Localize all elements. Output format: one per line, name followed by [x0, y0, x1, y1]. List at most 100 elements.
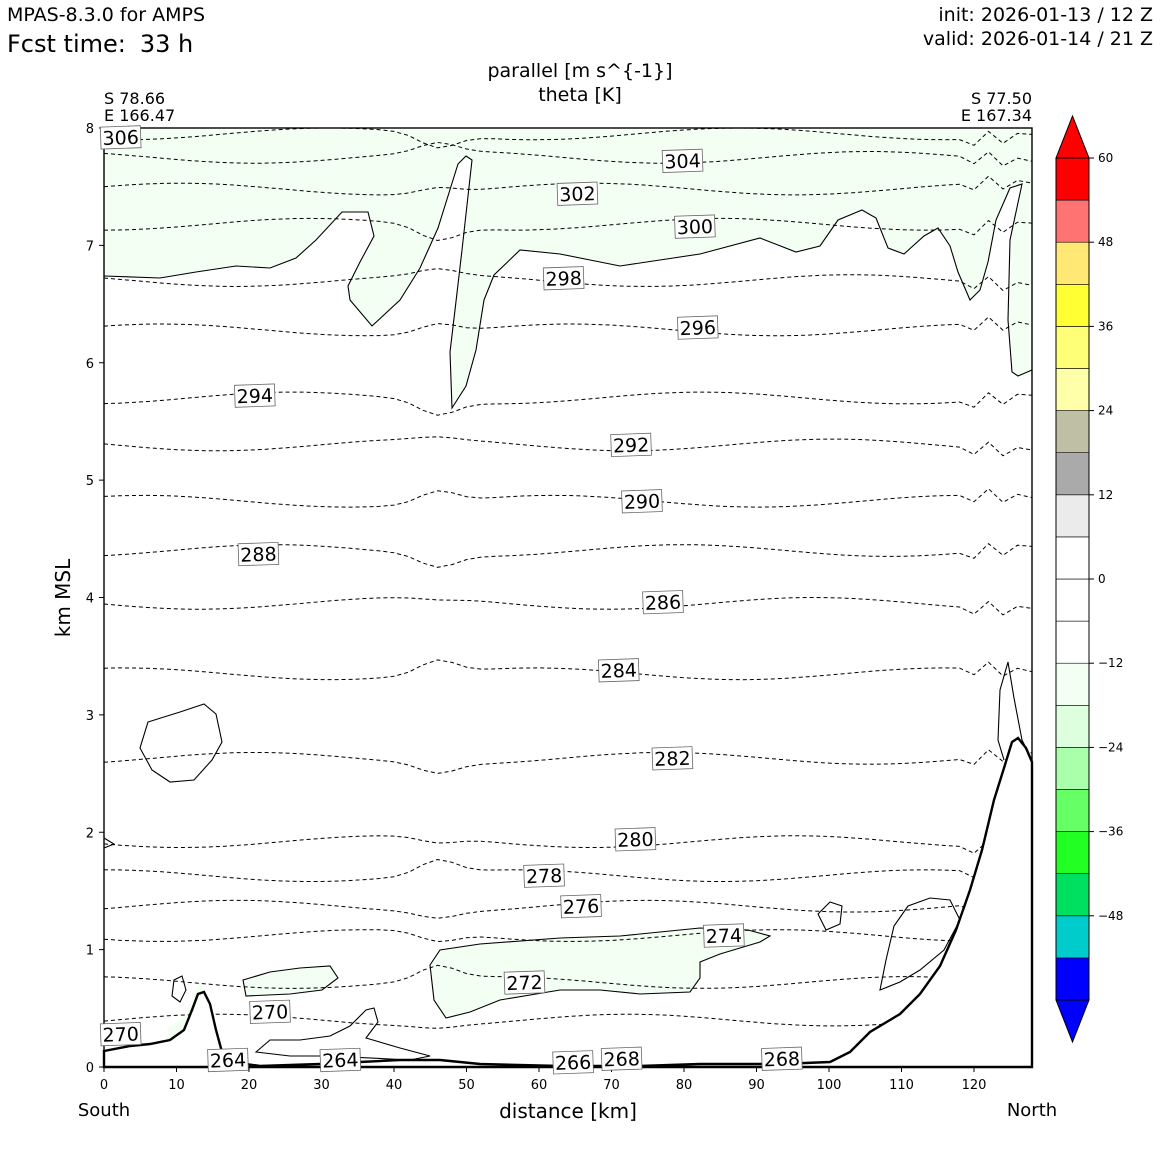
left-endpoint-lat: S 78.66	[104, 89, 166, 108]
theta-label-box	[542, 266, 585, 291]
theta-label-box	[703, 923, 745, 948]
y-tick-label: 5	[86, 474, 94, 489]
colorbar: 60 48 36 24 12 0 −12 −24 −36 −48	[1055, 114, 1123, 1044]
terrain-profile	[102, 736, 1034, 1069]
theta-label-box	[234, 383, 276, 408]
colorbar-segment	[1055, 326, 1090, 369]
y-tick-label: 6	[86, 357, 94, 372]
colorbar-tick-label: −24	[1098, 740, 1123, 754]
colorbar-tick-label: −48	[1098, 909, 1123, 923]
theta-label-text: 270	[252, 1001, 289, 1024]
wind-contour	[103, 837, 116, 849]
theta-label-text: 272	[506, 972, 543, 995]
theta-label-text: 298	[545, 268, 582, 291]
x-axis-label: distance [km]	[499, 1099, 637, 1123]
theta-isentrope	[103, 436, 1033, 457]
wind-contour	[103, 155, 1033, 410]
theta-label: 268	[600, 1046, 643, 1071]
theta-label: 296	[676, 315, 719, 340]
theta-label-text: 288	[240, 543, 277, 566]
wind-contour	[429, 927, 772, 1019]
theta-label: 266	[552, 1050, 594, 1075]
theta-label: 298	[542, 266, 585, 291]
theta-label-box	[661, 148, 704, 173]
theta-label-text: 264	[322, 1049, 359, 1072]
theta-label-text: 304	[664, 150, 701, 173]
theta-label: 288	[237, 541, 280, 567]
colorbar-tick-label: −36	[1098, 825, 1123, 839]
theta-label-box	[99, 125, 142, 150]
theta-label-text: 274	[705, 925, 742, 948]
theta-label: 292	[610, 432, 652, 458]
theta-label: 280	[614, 827, 657, 852]
theta-label-text: 276	[563, 896, 600, 919]
y-tick-label: 4	[86, 592, 94, 607]
theta-label-box	[560, 894, 602, 919]
x-tick-label: 110	[889, 1078, 914, 1093]
theta-label-text: 292	[613, 434, 650, 457]
colorbar-tick-label: −12	[1098, 656, 1123, 670]
theta-label-box	[600, 1046, 643, 1071]
x-tick-label: 120	[962, 1078, 987, 1093]
theta-isentrope	[103, 964, 1033, 989]
colorbar-segment	[1055, 831, 1090, 874]
theta-label: 272	[503, 970, 546, 995]
theta-label-text: 266	[555, 1052, 592, 1075]
x-tick-label: 40	[386, 1078, 403, 1093]
theta-label-text: 286	[645, 592, 682, 615]
theta-isentrope	[103, 749, 1033, 774]
x-tick-label: 20	[241, 1078, 258, 1093]
wind-contour	[879, 897, 961, 991]
x-tick-label: 80	[676, 1078, 693, 1093]
colorbar-segment	[1055, 747, 1090, 790]
colorbar-tick-label: 12	[1098, 488, 1113, 502]
theta-label-box	[610, 432, 652, 458]
theta-label-box	[99, 1022, 142, 1047]
theta-isentrope	[103, 141, 1033, 167]
theta-label-box	[503, 970, 546, 995]
colorbar-segment	[1055, 578, 1090, 622]
colorbar-segment	[1055, 957, 1090, 1001]
y-axis: 0 1 2 3 4 5 6 7 8	[86, 122, 104, 1076]
theta-label-text: 270	[102, 1024, 139, 1047]
theta-label: 284	[597, 658, 640, 683]
theta-label-text: 268	[763, 1048, 800, 1071]
theta-label: 268	[761, 1046, 803, 1071]
colorbar-tick-label: 0	[1098, 572, 1106, 586]
colorbar-segment	[1055, 789, 1090, 832]
theta-label-text: 294	[236, 385, 273, 408]
theta-label-box	[556, 181, 599, 206]
x-tick-label: 0	[100, 1078, 108, 1093]
colorbar-segment	[1055, 368, 1090, 411]
colorbar-tick-label: 24	[1098, 404, 1113, 418]
theta-label: 264	[319, 1047, 362, 1073]
x-tick-label: 10	[168, 1078, 185, 1093]
theta-label-box	[249, 999, 291, 1024]
colorbar-extend-top	[1055, 114, 1090, 159]
colorbar-segment	[1055, 704, 1090, 748]
right-endpoint-lon: E 167.34	[960, 106, 1032, 125]
colorbar-extend-bottom	[1055, 999, 1090, 1044]
theta-label: 264	[207, 1047, 249, 1073]
right-endpoint-name: North	[1006, 1100, 1058, 1121]
valid-time: valid: 2026-01-14 / 21 Z	[922, 28, 1153, 50]
y-tick-label: 1	[86, 944, 94, 959]
x-tick-label: 60	[531, 1078, 548, 1093]
negative-wind-region-lower	[430, 928, 770, 1018]
theta-label-text: 302	[559, 183, 596, 206]
theta-label: 294	[234, 383, 276, 408]
theta-label-box	[552, 1050, 594, 1075]
chart-subtitle: theta [K]	[538, 84, 622, 106]
x-tick-label: 70	[603, 1078, 620, 1093]
theta-label: 302	[556, 181, 599, 206]
theta-isentrope	[103, 659, 1033, 681]
theta-contour-labels: 306 304 302 300 298 296 294 292 290 288 286 284 282 2…	[99, 125, 803, 1075]
theta-label-box	[237, 541, 280, 567]
theta-label-text: 268	[603, 1048, 640, 1071]
forecast-time-label: Fcst time:	[7, 30, 126, 58]
wind-contour	[817, 901, 843, 931]
theta-label-text: 282	[654, 748, 691, 771]
theta-isentrope	[103, 929, 1033, 949]
theta-label-box	[614, 827, 657, 852]
theta-isentrope	[103, 217, 1033, 242]
